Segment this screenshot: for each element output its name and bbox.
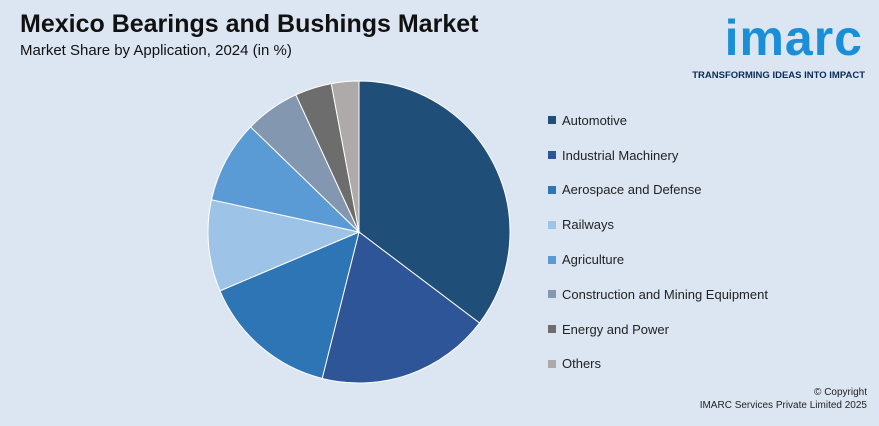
logo-tagline: TRANSFORMING IDEAS INTO IMPACT [692, 70, 865, 81]
pie-slice-agriculture [210, 126, 361, 233]
legend-swatch [548, 255, 556, 264]
legend-label: Aerospace and Defense [562, 182, 702, 198]
legend-label: Railways [562, 217, 615, 233]
legend-swatch [548, 325, 556, 334]
legend-swatch [548, 359, 556, 368]
legend-label: Industrial Machinery [562, 147, 679, 163]
legend-label: Energy and Power [562, 321, 669, 337]
logo-wordmark: imarc [724, 10, 863, 66]
copyright-line-2: IMARC Services Private Limited 2025 [699, 400, 867, 411]
legend-swatch [548, 151, 556, 160]
imarc-logo: imarc TRANSFORMING IDEAS INTO IMPACT [684, 8, 869, 84]
chart-subtitle: Market Share by Application, 2024 (in %) [20, 42, 292, 59]
pie-slice-aerospace-and-defense [219, 231, 360, 380]
legend-swatch [548, 116, 556, 125]
legend-item-energy-and-power: Energy and Power [548, 312, 768, 347]
legend-label: Agriculture [562, 252, 625, 268]
legend-item-agriculture: Agriculture [548, 242, 768, 277]
legend-swatch [548, 185, 556, 194]
chart-legend: Automotive Industrial Machinery Aerospace … [548, 103, 768, 381]
legend-item-construction-and-mining-equipment: Construction and Mining Equipment [548, 277, 768, 312]
legend-label: Automotive [562, 112, 628, 128]
pie-slice-others [330, 80, 360, 233]
copyright-notice: © Copyright IMARC Services Private Limit… [700, 386, 867, 412]
legend-swatch [548, 220, 556, 229]
legend-swatch [548, 290, 556, 299]
legend-item-others: Others [548, 347, 768, 382]
legend-item-railways: Railways [548, 207, 768, 242]
legend-label: Construction and Mining Equipment [562, 286, 768, 302]
legend-item-automotive: Automotive [548, 103, 768, 138]
pie-slice-industrial-machinery [321, 231, 481, 384]
legend-item-industrial-machinery: Industrial Machinery [548, 138, 768, 173]
legend-label: Others [562, 356, 602, 372]
pie-slice-automotive [358, 80, 511, 324]
pie-slice-railways [207, 199, 361, 292]
chart-title: Mexico Bearings and Bushings Market [20, 10, 479, 38]
copyright-line-1: © Copyright [814, 387, 867, 398]
legend-item-aerospace-and-defense: Aerospace and Defense [548, 173, 768, 208]
